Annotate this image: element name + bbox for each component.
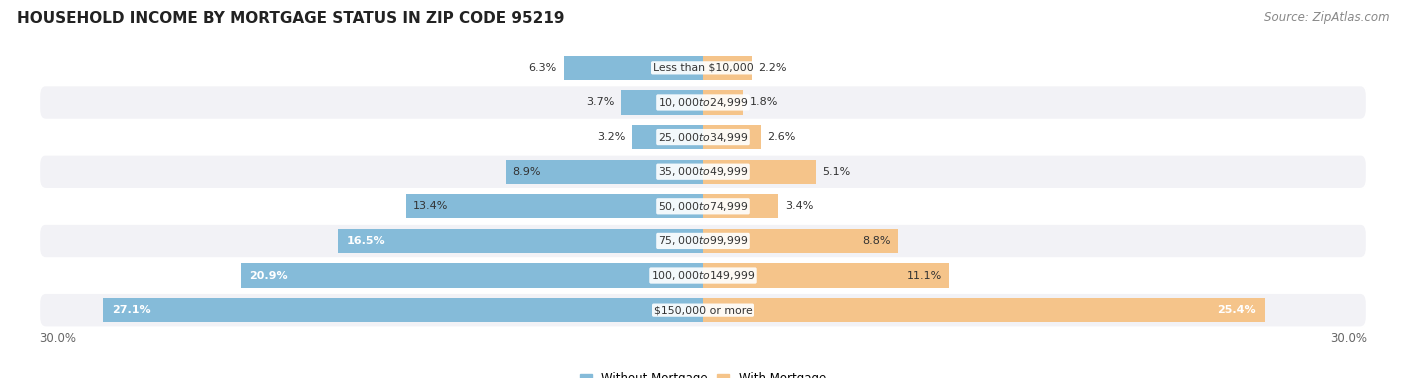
Text: 8.9%: 8.9% [513,167,541,177]
FancyBboxPatch shape [39,51,1367,85]
Bar [240,263,703,288]
Text: 2.2%: 2.2% [758,63,787,73]
Bar [703,90,742,115]
Bar [633,125,703,149]
Text: $75,000 to $99,999: $75,000 to $99,999 [658,234,748,248]
Text: 11.1%: 11.1% [907,271,942,280]
Bar [703,56,752,80]
Text: $25,000 to $34,999: $25,000 to $34,999 [658,130,748,144]
Text: 3.2%: 3.2% [598,132,626,142]
Legend: Without Mortgage, With Mortgage: Without Mortgage, With Mortgage [575,367,831,378]
Text: $100,000 to $149,999: $100,000 to $149,999 [651,269,755,282]
Text: HOUSEHOLD INCOME BY MORTGAGE STATUS IN ZIP CODE 95219: HOUSEHOLD INCOME BY MORTGAGE STATUS IN Z… [17,11,564,26]
Text: $35,000 to $49,999: $35,000 to $49,999 [658,165,748,178]
FancyBboxPatch shape [39,120,1367,154]
FancyBboxPatch shape [39,258,1367,293]
FancyBboxPatch shape [39,189,1367,224]
Text: 2.6%: 2.6% [768,132,796,142]
Text: 3.4%: 3.4% [785,201,813,211]
Text: 13.4%: 13.4% [413,201,449,211]
Text: Source: ZipAtlas.com: Source: ZipAtlas.com [1264,11,1389,24]
Bar [703,229,897,253]
Text: 6.3%: 6.3% [529,63,557,73]
FancyBboxPatch shape [39,224,1367,258]
Bar [564,56,703,80]
Bar [703,125,761,149]
Text: $50,000 to $74,999: $50,000 to $74,999 [658,200,748,213]
Bar [703,194,779,218]
Text: Less than $10,000: Less than $10,000 [652,63,754,73]
Text: 5.1%: 5.1% [823,167,851,177]
Text: 27.1%: 27.1% [112,305,150,315]
Bar [104,298,703,322]
Text: 8.8%: 8.8% [863,236,891,246]
FancyBboxPatch shape [39,85,1367,120]
Bar [337,229,703,253]
Text: 25.4%: 25.4% [1218,305,1256,315]
FancyBboxPatch shape [39,154,1367,189]
Bar [506,160,703,184]
Bar [703,160,815,184]
Text: 20.9%: 20.9% [249,271,288,280]
Bar [406,194,703,218]
Text: 16.5%: 16.5% [347,236,385,246]
Text: 3.7%: 3.7% [586,98,614,107]
FancyBboxPatch shape [39,293,1367,327]
Bar [621,90,703,115]
Text: 30.0%: 30.0% [39,332,76,345]
Bar [703,263,949,288]
Text: $10,000 to $24,999: $10,000 to $24,999 [658,96,748,109]
Text: $150,000 or more: $150,000 or more [654,305,752,315]
Text: 1.8%: 1.8% [749,98,778,107]
Bar [703,298,1265,322]
Text: 30.0%: 30.0% [1330,332,1367,345]
